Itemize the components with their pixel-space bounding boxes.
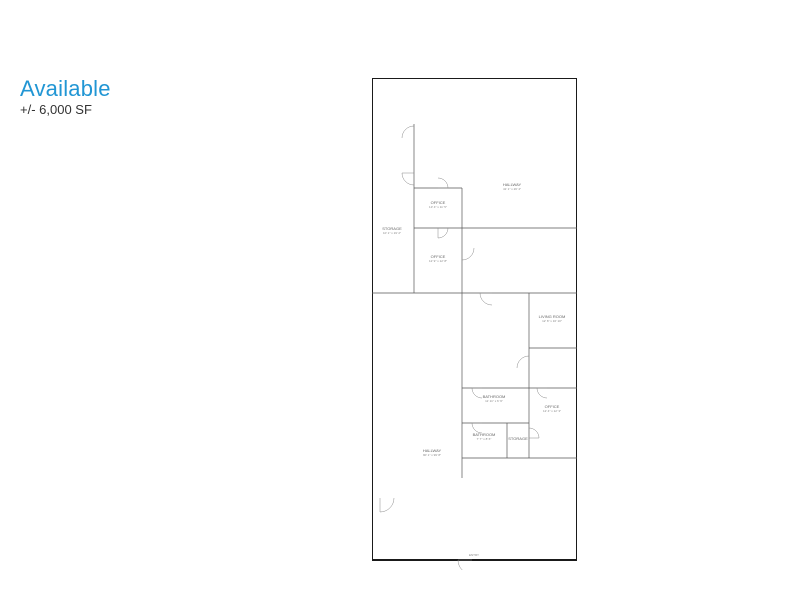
svg-text:12' 9" x 12' 8": 12' 9" x 12' 8" (429, 259, 447, 263)
svg-text:ENTRY: ENTRY (469, 553, 479, 557)
svg-text:11' 11" x 6' 9": 11' 11" x 6' 9" (485, 399, 503, 403)
svg-text:STORAGE: STORAGE (508, 436, 528, 441)
svg-text:41' 1" x 26' 4": 41' 1" x 26' 4" (503, 187, 521, 191)
svg-text:12' 4" x 12' 3": 12' 4" x 12' 3" (543, 409, 561, 413)
svg-text:12' 6" x 16' 10": 12' 6" x 16' 10" (542, 319, 562, 323)
svg-text:13' 4" x 11' 5": 13' 4" x 11' 5" (429, 205, 447, 209)
svg-text:10' 1" x 19' 2": 10' 1" x 19' 2" (383, 231, 401, 235)
floor-plan-svg: HALLWAY41' 1" x 26' 4"OFFICE13' 4" x 11'… (372, 78, 577, 570)
svg-text:7' 7" x 8' 6": 7' 7" x 8' 6" (477, 437, 492, 441)
listing-sqft: +/- 6,000 SF (20, 102, 92, 117)
listing-status: Available (20, 76, 111, 102)
floor-plan: HALLWAY41' 1" x 26' 4"OFFICE13' 4" x 11'… (372, 78, 577, 570)
svg-text:90' 1" x 99' 8": 90' 1" x 99' 8" (423, 453, 441, 457)
